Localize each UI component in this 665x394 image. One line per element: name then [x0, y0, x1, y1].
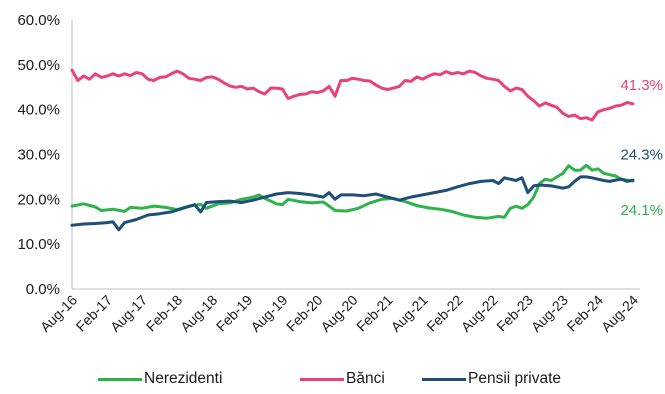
y-tick-label: 10.0% [17, 236, 60, 253]
legend-item-banci: Bănci [300, 370, 385, 388]
end-label-nerezidenti: 24.1% [620, 202, 663, 219]
x-tick-label: Aug-20 [317, 292, 360, 335]
legend-item-pensii-private: Pensii private [422, 370, 561, 388]
legend-label-banci: Bănci [346, 370, 385, 387]
y-tick-label: 30.0% [17, 147, 60, 164]
x-tick-label: Feb-21 [353, 292, 396, 335]
x-tick-label: Aug-19 [247, 292, 290, 335]
y-tick-label: 20.0% [17, 191, 60, 208]
y-tick-label: 60.0% [17, 12, 60, 29]
y-tick-label: 40.0% [17, 102, 60, 119]
x-tick-label: Aug-18 [177, 292, 220, 335]
x-tick-label: Aug-24 [598, 292, 641, 335]
series-lines [70, 68, 635, 232]
legend-label-pensii-private: Pensii private [468, 370, 562, 387]
x-tick-label: Feb-18 [143, 292, 186, 335]
x-tick-label: Aug-23 [528, 292, 571, 335]
x-tick-label: Aug-21 [388, 292, 431, 335]
legend-swatch-banci [300, 377, 344, 381]
x-tick-label: Feb-24 [563, 292, 606, 335]
legend-swatch-nerezidenti [98, 377, 142, 381]
y-axis-ticks: 0.0% 10.0% 20.0% 30.0% 40.0% 50.0% 60.0% [17, 12, 60, 298]
end-label-pensii-private: 24.3% [620, 147, 663, 164]
x-axis-ticks: Aug-16Feb-17Aug-17Feb-18Aug-18Feb-19Aug-… [37, 292, 641, 335]
x-tick-label: Feb-22 [423, 292, 466, 335]
x-tick-label: Aug-22 [458, 292, 501, 335]
x-tick-label: Feb-23 [493, 292, 536, 335]
legend-swatch-pensii-private [422, 377, 466, 381]
x-tick-label: Aug-16 [37, 292, 80, 335]
series-line-nerezidenti [70, 163, 635, 220]
x-tick-label: Feb-20 [283, 292, 326, 335]
end-label-banci: 41.3% [620, 77, 663, 94]
x-tick-label: Aug-17 [107, 292, 150, 335]
end-labels: 24.1% 41.3% 24.3% [620, 77, 663, 219]
legend-item-nerezidenti: Nerezidenti [98, 370, 222, 388]
series-line-banci [70, 68, 635, 122]
series-line-pensii-private [70, 175, 635, 232]
y-tick-label: 50.0% [17, 57, 60, 74]
x-tick-label: Feb-17 [73, 292, 116, 335]
x-tick-label: Feb-19 [213, 292, 256, 335]
y-tick-label: 0.0% [26, 281, 60, 298]
legend: Nerezidenti Bănci Pensii private [0, 370, 665, 392]
legend-label-nerezidenti: Nerezidenti [144, 370, 223, 387]
